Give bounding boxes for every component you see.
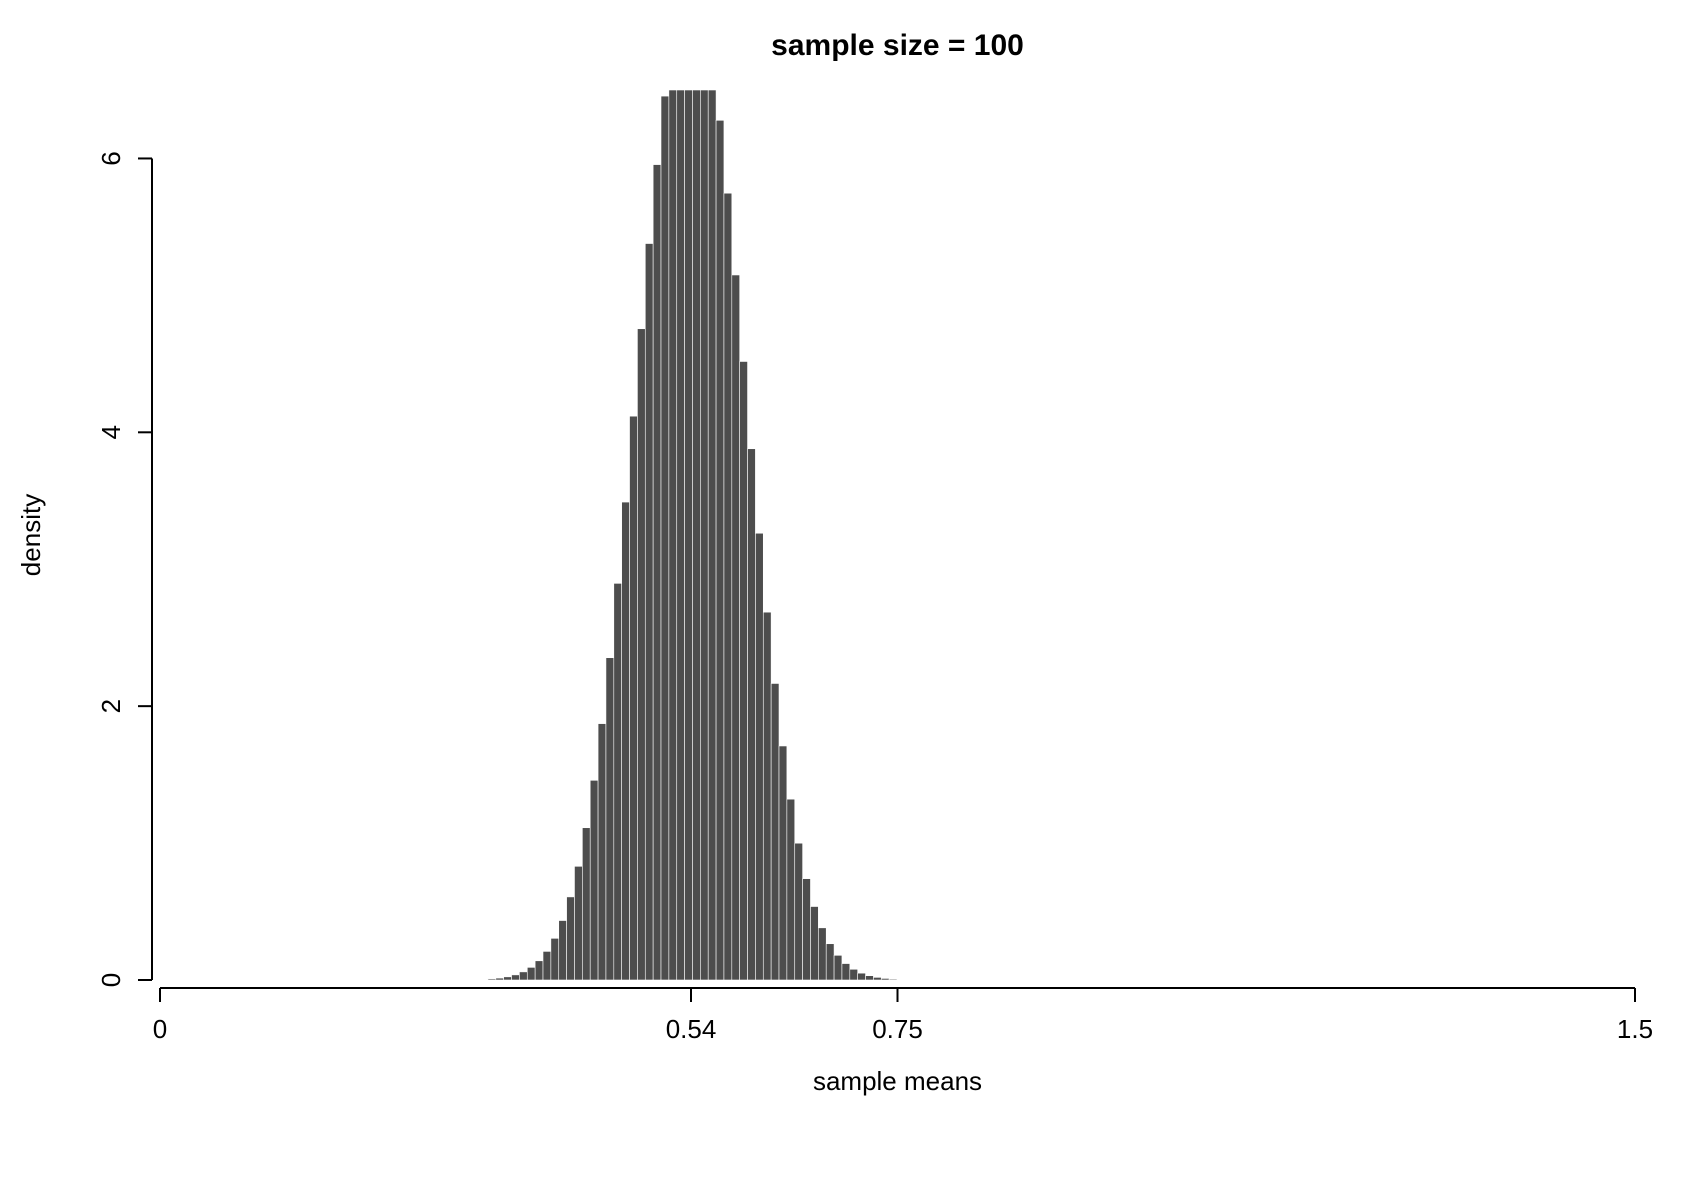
- histogram-bar: [700, 90, 708, 980]
- x-axis-label: sample means: [813, 1066, 982, 1096]
- histogram-bar: [740, 361, 748, 980]
- histogram-bar: [504, 977, 512, 980]
- histogram-bar: [685, 90, 693, 980]
- histogram-bar: [755, 533, 763, 980]
- y-tick-label: 2: [96, 699, 126, 713]
- x-tick-label: 0.75: [872, 1014, 923, 1044]
- histogram-bar: [866, 976, 874, 980]
- y-axis-label: density: [16, 494, 46, 576]
- histogram-bar: [842, 964, 850, 980]
- histogram-bar: [622, 502, 630, 980]
- histogram-bar: [748, 449, 756, 980]
- histogram-bar: [543, 951, 551, 980]
- histogram-bar: [818, 928, 826, 980]
- histogram-bar: [873, 977, 881, 980]
- histogram-bar: [850, 969, 858, 980]
- histogram-bar: [519, 972, 527, 980]
- histogram-bar: [787, 799, 795, 980]
- histogram-bar: [645, 244, 653, 980]
- histogram-bar: [630, 416, 638, 980]
- histogram-bar: [637, 329, 645, 980]
- histogram-bar: [858, 973, 866, 980]
- histogram-chart: 0 0.54 0.75 1.5 0 2 4 6 sample size = 100 sample …: [0, 0, 1695, 1200]
- histogram-bar: [614, 583, 622, 980]
- histogram-bar: [606, 658, 614, 980]
- histogram-bar: [551, 938, 559, 980]
- histogram-bar: [779, 746, 787, 980]
- histogram-bar: [527, 967, 535, 980]
- histogram-bar: [559, 921, 567, 980]
- histogram-bar: [716, 120, 724, 980]
- histogram-bar: [677, 90, 685, 980]
- histogram-bar: [535, 961, 543, 980]
- x-tick-label: 1.5: [1617, 1014, 1653, 1044]
- histogram-bar: [598, 724, 606, 980]
- histogram-bar: [826, 944, 834, 980]
- x-tick-label: 0: [153, 1014, 167, 1044]
- histogram-bar: [488, 979, 496, 980]
- histogram-bar: [708, 90, 716, 980]
- histogram-bar: [574, 866, 582, 980]
- histogram-bar: [810, 907, 818, 980]
- histogram-bar: [496, 978, 504, 980]
- histogram-bar: [724, 193, 732, 980]
- chart-title: sample size = 100: [771, 29, 1024, 62]
- histogram-bar: [567, 897, 575, 980]
- histogram-bar: [771, 683, 779, 980]
- histogram-bar: [582, 828, 590, 980]
- histogram-bar: [692, 90, 700, 980]
- y-tick-label: 0: [96, 973, 126, 987]
- y-tick-label: 6: [96, 151, 126, 165]
- histogram-bar: [732, 275, 740, 980]
- histogram-bar: [653, 165, 661, 980]
- histogram-bar: [889, 979, 897, 980]
- histogram-bar: [590, 780, 598, 980]
- y-tick-label: 4: [96, 425, 126, 439]
- histogram-bar: [763, 612, 771, 980]
- x-tick-label: 0.54: [666, 1014, 717, 1044]
- histogram-bar: [669, 90, 677, 980]
- histogram-bar: [795, 843, 803, 980]
- histogram-bar: [661, 96, 669, 980]
- histogram-bar: [512, 975, 520, 980]
- histogram-bar: [881, 978, 889, 980]
- histogram-bar: [834, 955, 842, 980]
- histogram-bar: [803, 879, 811, 980]
